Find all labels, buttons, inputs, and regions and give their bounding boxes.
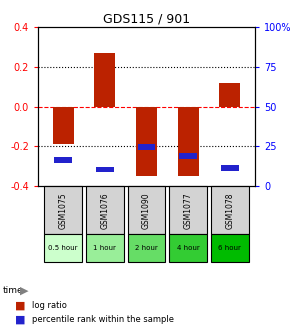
Text: 6 hour: 6 hour (219, 245, 241, 251)
Bar (136, 107, 157, 176)
Bar (178, 107, 199, 176)
Bar (219, 83, 240, 107)
Text: percentile rank within the sample: percentile rank within the sample (32, 315, 174, 324)
Text: GSM1077: GSM1077 (184, 192, 193, 228)
Text: ■: ■ (15, 314, 25, 324)
Bar (221, 165, 239, 171)
Text: log ratio: log ratio (32, 301, 67, 310)
Bar (169, 186, 207, 234)
Bar (44, 234, 82, 262)
Text: GSM1078: GSM1078 (225, 192, 234, 228)
Bar (138, 144, 155, 150)
Bar (44, 186, 82, 234)
Text: ▶: ▶ (20, 286, 28, 296)
Text: 2 hour: 2 hour (135, 245, 158, 251)
Bar (169, 234, 207, 262)
Bar (86, 186, 124, 234)
Bar (128, 186, 165, 234)
Text: GSM1090: GSM1090 (142, 192, 151, 228)
Bar (54, 157, 72, 163)
Text: 4 hour: 4 hour (177, 245, 200, 251)
Text: 0.5 hour: 0.5 hour (48, 245, 78, 251)
Bar (179, 153, 197, 159)
Bar (86, 234, 124, 262)
Text: time: time (3, 286, 23, 295)
Bar (96, 167, 114, 172)
Text: 1 hour: 1 hour (93, 245, 116, 251)
Bar (94, 53, 115, 107)
Bar (211, 186, 249, 234)
Text: GSM1075: GSM1075 (59, 192, 68, 228)
Title: GDS115 / 901: GDS115 / 901 (103, 13, 190, 26)
Bar (53, 107, 74, 144)
Text: ■: ■ (15, 301, 25, 311)
Bar (211, 234, 249, 262)
Text: GSM1076: GSM1076 (100, 192, 109, 228)
Bar (128, 234, 165, 262)
